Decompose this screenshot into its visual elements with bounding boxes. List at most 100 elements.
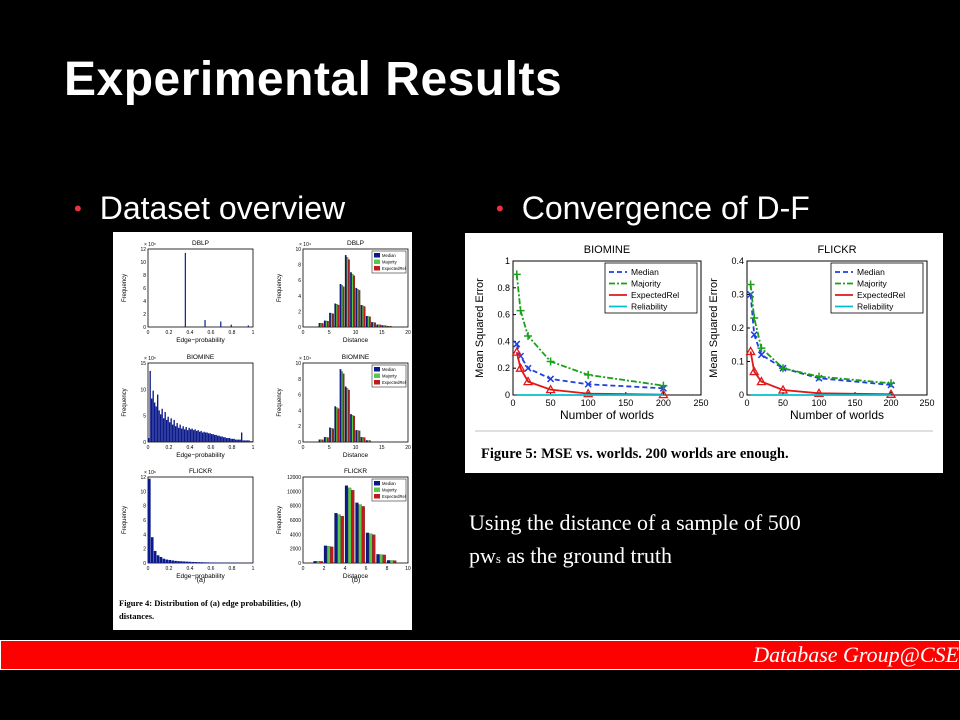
panel-x-tick: 0.2: [166, 566, 173, 572]
distance-bar: [346, 388, 349, 443]
histogram-bar: [154, 402, 156, 442]
histogram-bar: [178, 427, 180, 442]
panel-x-label: Edge−probability: [176, 452, 225, 459]
panel-x-tick: 0.4: [187, 566, 194, 572]
histogram-bar: [181, 428, 183, 442]
histogram-bar: [212, 562, 215, 563]
majority-point: [750, 313, 759, 322]
legend-swatch: [374, 367, 380, 372]
panel-y-tick: 10: [295, 247, 301, 253]
panel-y-tick: 6: [298, 393, 301, 399]
distance-bar: [365, 440, 368, 443]
panel-y-tick: 0: [298, 561, 301, 567]
histogram-panel-dblp-edge-probability: DBLP × 10⁵ Frequency Edge−probability 0 2 4 6 8 1…: [122, 240, 255, 344]
histogram-bar: [191, 428, 193, 442]
panel-legend: [371, 250, 407, 274]
majority-point: [516, 306, 525, 315]
histogram-bar: [168, 559, 172, 563]
distance-bar: [342, 373, 345, 443]
figure-4-graphic: DBLP × 10⁵ Frequency Edge−probability 0 2 4 6 8 1…: [119, 240, 411, 621]
distance-bar: [340, 516, 344, 564]
legend-swatch: [374, 373, 380, 378]
histogram-bar: [209, 562, 212, 563]
panel-frame: [147, 248, 254, 328]
panel-y-tick: 8: [298, 377, 301, 383]
distance-bar: [350, 272, 352, 328]
distance-bar: [323, 320, 326, 328]
panel-scale: × 10⁴: [299, 242, 311, 248]
panel-y-label: Frequency: [122, 506, 128, 534]
majority-point: [524, 332, 533, 341]
histogram-bar: [209, 433, 211, 442]
histogram-bar: [173, 419, 175, 442]
distance-bar: [351, 415, 354, 443]
distance-bar: [351, 273, 354, 328]
distance-bar: [337, 304, 340, 328]
panel-title: BIOMINE: [342, 354, 370, 361]
legend-entry: Majority: [382, 488, 398, 493]
histogram-bar: [166, 419, 168, 442]
panel-x-tick: 0: [302, 566, 305, 572]
majority-point: [746, 280, 755, 289]
histogram-bar: [161, 408, 163, 442]
x-axis-label: Number of worlds: [790, 408, 884, 422]
histogram-bar: [190, 429, 192, 442]
histogram-bar: [217, 435, 219, 442]
histogram-bar: [204, 319, 206, 327]
panel-x-tick: 5: [328, 330, 331, 336]
distance-bar: [363, 437, 366, 443]
panel-title: BIOMINE: [187, 354, 215, 361]
panel-legend: [371, 478, 407, 502]
histogram-bar: [188, 561, 192, 563]
histogram-bar: [157, 394, 159, 442]
distance-bar: [388, 326, 391, 328]
distance-bar: [390, 326, 392, 328]
histogram-bar: [200, 562, 204, 563]
distance-bar: [369, 440, 371, 443]
distance-bar: [390, 560, 394, 564]
distance-bar: [383, 325, 385, 328]
histogram-bar: [242, 440, 244, 442]
histogram-bar: [194, 429, 196, 442]
distance-bar: [361, 506, 365, 564]
histogram-panel-dblp-distance: DBLP × 10⁴ Frequency Distance 0 2 4 6 8 10 0 5 10 15 2…: [277, 240, 411, 344]
histogram-bar: [193, 430, 195, 442]
y-tick-label: 0.4: [731, 256, 744, 266]
panel-y-tick: 2000: [290, 547, 301, 553]
histogram-bar: [183, 561, 186, 563]
histogram-bar: [221, 436, 223, 442]
majority-point: [779, 364, 787, 373]
figure-4-image: DBLP × 10⁵ Frequency Edge−probability 0 2 4 6 8 1…: [113, 232, 412, 630]
distance-bar: [358, 290, 361, 328]
histogram-panel-biomine-edge-probability: BIOMINE × 10⁵ Frequency Edge−probability 0 5 1…: [122, 354, 255, 459]
distance-bar: [355, 287, 358, 328]
panel-x-tick: 20: [405, 445, 411, 451]
histogram-bar: [238, 439, 240, 442]
distance-bar: [358, 430, 361, 443]
panel-x-tick: 1: [252, 330, 255, 336]
histogram-bar: [248, 440, 250, 442]
distance-bar: [313, 561, 317, 564]
histogram-bar: [239, 439, 241, 442]
panel-y-tick: 0: [298, 440, 301, 446]
distance-bar: [327, 437, 329, 443]
histogram-bar: [153, 550, 157, 563]
distance-bar: [337, 408, 340, 443]
histogram-bar: [151, 398, 153, 442]
distance-bar: [321, 439, 324, 443]
histogram-bar: [250, 441, 252, 442]
bullet-dot-icon: •: [496, 195, 504, 221]
panel-x-tick: 0: [302, 330, 305, 336]
median-point: [750, 331, 758, 339]
histogram-bar: [159, 556, 163, 563]
panel-y-tick: 2: [143, 547, 146, 553]
y-axis-label: Mean Squared Error: [474, 278, 486, 378]
histogram-bar: [150, 537, 154, 563]
panel-x-tick: 0.6: [208, 566, 215, 572]
histogram-bar: [149, 370, 151, 442]
distance-bar: [376, 554, 380, 564]
panel-x-tick: 0.6: [208, 330, 215, 336]
panel-x-label: Edge−probability: [176, 573, 225, 580]
distance-bar: [341, 371, 343, 443]
distance-bar: [339, 283, 342, 328]
